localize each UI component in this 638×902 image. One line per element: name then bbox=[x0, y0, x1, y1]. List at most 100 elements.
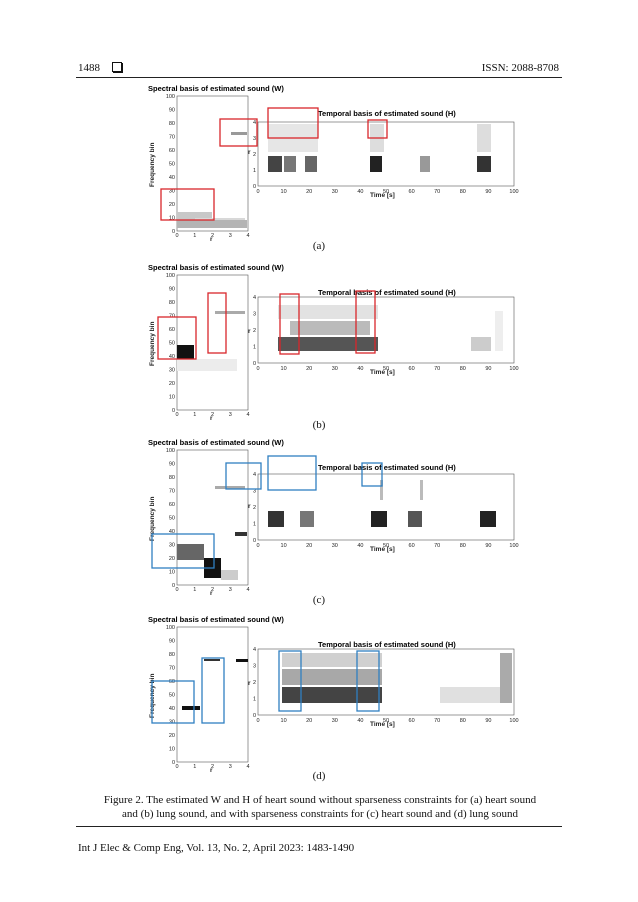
h-ylabel: r bbox=[248, 680, 251, 687]
h-x-tick-label: 60 bbox=[409, 366, 415, 372]
w-x-tick-label: 4 bbox=[246, 412, 249, 418]
panel-c: Spectral basis of estimated sound (W) 0 1… bbox=[140, 436, 520, 597]
h-x-tick-label: 70 bbox=[434, 718, 440, 724]
w-x-tick-label: 4 bbox=[246, 764, 249, 770]
w-x-ticks: 0 1 2 3 4 bbox=[175, 587, 249, 593]
h-x-tick-label: 30 bbox=[332, 543, 338, 549]
h-x-ticks: 0 10 20 30 40 50 60 70 80 90 100 bbox=[256, 366, 518, 372]
w-y-tick-label: 20 bbox=[169, 733, 175, 739]
h-xlabel: Time [s] bbox=[370, 192, 395, 199]
h-x-tick-label: 20 bbox=[306, 718, 312, 724]
h-x-tick-label: 30 bbox=[332, 366, 338, 372]
w-ylabel: Frequency bin bbox=[149, 143, 156, 187]
w-y-tick-label: 90 bbox=[169, 462, 175, 468]
h-x-tick-label: 80 bbox=[460, 366, 466, 372]
h-x-tick-label: 90 bbox=[485, 189, 491, 195]
w-y-tick-label: 0 bbox=[172, 408, 175, 414]
h-plot-title: Temporal basis of estimated sound (H) bbox=[318, 109, 456, 118]
h-x-tick-label: 60 bbox=[409, 543, 415, 549]
footer-rule bbox=[76, 826, 562, 827]
w-y-tick-label: 80 bbox=[169, 652, 175, 658]
h-x-tick-label: 20 bbox=[306, 543, 312, 549]
header-rule bbox=[76, 77, 562, 78]
w-y-tick-label: 60 bbox=[169, 502, 175, 508]
w-y-tick-label: 40 bbox=[169, 529, 175, 535]
w-y-tick-label: 30 bbox=[169, 368, 175, 374]
w-xlabel: r bbox=[210, 415, 213, 422]
h-x-tick-label: 10 bbox=[281, 543, 287, 549]
h-y-ticks: 0 1 2 3 4 bbox=[253, 295, 256, 367]
h-x-tick-label: 70 bbox=[434, 366, 440, 372]
w-y-tick-label: 60 bbox=[169, 148, 175, 154]
w-x-tick-label: 1 bbox=[193, 412, 196, 418]
h-x-tick-label: 40 bbox=[357, 189, 363, 195]
w-x-tick-label: 0 bbox=[175, 764, 178, 770]
w-x-tick-label: 1 bbox=[193, 587, 196, 593]
h-ylabel: r bbox=[248, 149, 251, 156]
h-x-tick-label: 10 bbox=[281, 366, 287, 372]
w-y-tick-label: 10 bbox=[169, 395, 175, 401]
panel-a: Spectral basis of estimated sound (W) 0 1… bbox=[140, 82, 520, 243]
panel-d: Spectral basis of estimated sound (W) 0 1… bbox=[140, 613, 520, 774]
w-x-tick-label: 2 bbox=[211, 412, 214, 418]
h-x-tick-label: 0 bbox=[256, 543, 259, 549]
w-ylabel: Frequency bin bbox=[149, 497, 156, 541]
w-x-ticks: 0 1 2 3 4 bbox=[175, 412, 249, 418]
panel-b-label: (b) bbox=[312, 419, 326, 431]
w-y-tick-label: 80 bbox=[169, 121, 175, 127]
w-x-tick-label: 1 bbox=[193, 764, 196, 770]
w-y-tick-label: 90 bbox=[169, 287, 175, 293]
h-y-tick-label: 2 bbox=[253, 328, 256, 334]
panel-b: Spectral basis of estimated sound (W) 0 1… bbox=[140, 261, 520, 422]
h-x-tick-label: 30 bbox=[332, 718, 338, 724]
highlight-boxes bbox=[151, 455, 383, 569]
w-x-tick-label: 4 bbox=[246, 233, 249, 239]
w-y-tick-label: 40 bbox=[169, 706, 175, 712]
w-y-tick-label: 40 bbox=[169, 354, 175, 360]
w-plot-c: Spectral basis of estimated sound (W) 0 1… bbox=[148, 438, 284, 597]
h-y-tick-label: 2 bbox=[253, 505, 256, 511]
panel-c-figure: Spectral basis of estimated sound (W) 0 1… bbox=[148, 438, 519, 597]
h-x-tick-label: 0 bbox=[256, 718, 259, 724]
h-xlabel: Time [s] bbox=[370, 721, 395, 728]
panel-c-label: (c) bbox=[312, 594, 326, 606]
w-y-tick-label: 0 bbox=[172, 760, 175, 766]
h-y-tick-label: 1 bbox=[253, 522, 256, 528]
h-plot-d: Temporal basis of estimated sound (H) 0 1… bbox=[248, 640, 519, 728]
h-x-tick-label: 20 bbox=[306, 189, 312, 195]
h-x-tick-label: 100 bbox=[509, 189, 518, 195]
h-plot-c: Temporal basis of estimated sound (H) 0 1… bbox=[248, 463, 519, 553]
w-y-tick-label: 90 bbox=[169, 639, 175, 645]
h-y-tick-label: 2 bbox=[253, 152, 256, 158]
w-y-tick-label: 20 bbox=[169, 381, 175, 387]
w-y-tick-label: 70 bbox=[169, 489, 175, 495]
w-plot-title: Spectral basis of estimated sound (W) bbox=[148, 263, 284, 272]
w-x-tick-label: 0 bbox=[175, 587, 178, 593]
h-x-tick-label: 80 bbox=[460, 543, 466, 549]
w-y-tick-label: 20 bbox=[169, 202, 175, 208]
h-plot-b: Temporal basis of estimated sound (H) 0 1… bbox=[248, 288, 519, 376]
h-y-tick-label: 2 bbox=[253, 680, 256, 686]
w-y-tick-label: 80 bbox=[169, 300, 175, 306]
h-x-tick-label: 50 bbox=[383, 543, 389, 549]
h-x-tick-label: 20 bbox=[306, 366, 312, 372]
h-y-tick-label: 4 bbox=[253, 647, 256, 653]
w-y-tick-label: 40 bbox=[169, 175, 175, 181]
w-y-tick-label: 70 bbox=[169, 666, 175, 672]
h-x-tick-label: 80 bbox=[460, 718, 466, 724]
h-x-tick-label: 10 bbox=[281, 189, 287, 195]
w-y-tick-label: 90 bbox=[169, 108, 175, 114]
h-x-tick-label: 80 bbox=[460, 189, 466, 195]
w-x-tick-label: 2 bbox=[211, 764, 214, 770]
h-y-tick-label: 3 bbox=[253, 136, 256, 142]
w-y-tick-label: 100 bbox=[166, 94, 175, 100]
h-y-tick-label: 3 bbox=[253, 664, 256, 670]
footer-citation: Int J Elec & Comp Eng, Vol. 13, No. 2, A… bbox=[78, 842, 355, 854]
w-plot-title: Spectral basis of estimated sound (W) bbox=[148, 438, 284, 447]
h-y-tick-label: 1 bbox=[253, 168, 256, 174]
w-x-tick-label: 2 bbox=[211, 233, 214, 239]
w-y-tick-label: 10 bbox=[169, 216, 175, 222]
